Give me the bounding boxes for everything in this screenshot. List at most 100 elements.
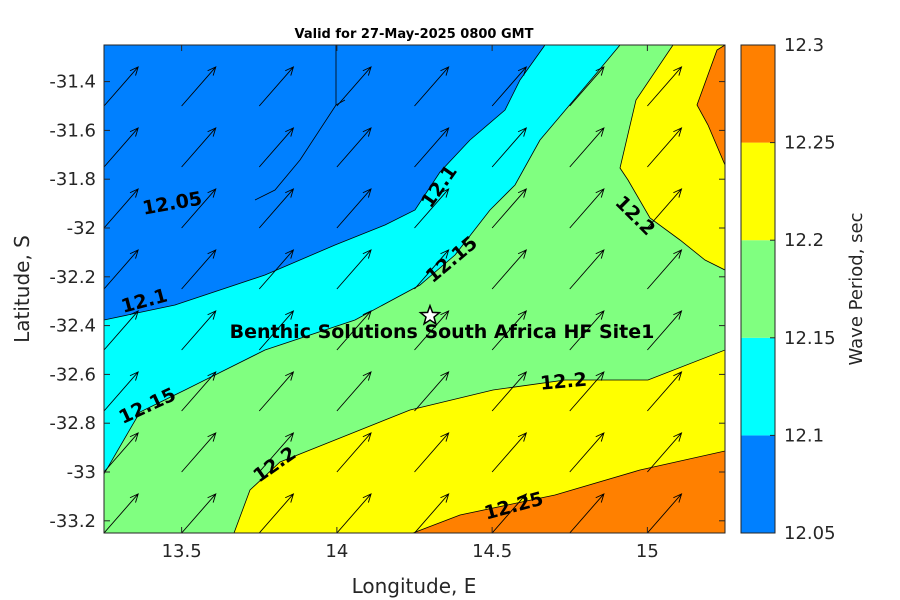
wave-vector-arrow [104, 249, 139, 290]
colorbar-segment [741, 337, 775, 436]
wave-vector-arrow [647, 188, 683, 229]
wave-vector-arrow [258, 432, 295, 473]
wave-vector-arrow [569, 249, 605, 290]
wave-vector-arrow [104, 310, 139, 351]
wave-vector-arrow [414, 310, 450, 351]
wave-vector-arrow [104, 66, 139, 107]
wave-vector-arrow [181, 493, 217, 533]
wave-direction-vectors [104, 66, 683, 533]
wave-vector-arrow [258, 127, 295, 168]
plot-frame [103, 44, 726, 534]
colorbar-tick-label: 12.3 [784, 35, 824, 56]
y-axis-label: Latitude, S [10, 235, 34, 343]
wave-vector-arrow [491, 127, 528, 168]
y-tick-label: -33.2 [49, 511, 96, 532]
chart-title: Valid for 27-May-2025 0800 GMT [295, 27, 534, 42]
wave-vector-arrow [491, 188, 528, 229]
wave-vector-arrow [181, 249, 217, 290]
colorbar-tick-label: 12.15 [784, 328, 836, 349]
plot-area [104, 45, 725, 533]
site-label: Benthic Solutions South Africa HF Site1 [230, 321, 655, 343]
y-axis-ticks: -31.4 -31.6 -31.8 -32 -32.2 -32.4 -32.6 -32.8 -3… [49, 72, 725, 532]
colorbar-tick-label: 12.25 [784, 133, 836, 154]
x-axis-ticks: 13.5 14 14.5 15 [162, 45, 659, 562]
wave-vector-arrow [647, 493, 683, 533]
site-marker: Benthic Solutions South Africa HF Site1 [230, 303, 655, 343]
wave-vector-arrow [491, 249, 528, 290]
wave-vector-arrow [647, 249, 683, 290]
wave-vector-arrow [336, 66, 372, 107]
colorbar-tick-label: 12.2 [784, 230, 824, 251]
contour-band-12.25-12.3-south [412, 450, 725, 533]
wave-vector-arrow [647, 310, 683, 351]
x-tick-label: 14 [325, 541, 348, 562]
wave-vector-arrow [336, 310, 372, 351]
wave-vector-arrow [104, 127, 139, 168]
wave-vector-arrow [258, 249, 295, 290]
colorbar-segment [741, 45, 775, 143]
wave-vector-arrow [336, 371, 372, 412]
wave-vector-arrow [336, 493, 372, 533]
wave-vector-arrow [569, 493, 605, 533]
wave-vector-arrow [336, 432, 372, 473]
x-axis-label: Longitude, E [352, 574, 477, 598]
colorbar-segment [741, 240, 775, 338]
wave-vector-arrow [414, 188, 450, 229]
wave-vector-arrow [414, 432, 450, 473]
wave-vector-arrow [569, 371, 605, 412]
contour-band-12.25-12.3-northeast [696, 45, 725, 166]
wave-vector-arrow [258, 493, 295, 533]
wave-vector-arrow [569, 188, 605, 229]
y-tick-label: -31.4 [49, 72, 96, 93]
colorbar-segment [741, 435, 775, 533]
x-tick-label: 14.5 [472, 541, 512, 562]
wave-vector-arrow [569, 310, 605, 351]
y-tick-label: -33 [67, 462, 96, 483]
wave-vector-arrow [336, 249, 372, 290]
x-tick-label: 15 [636, 541, 659, 562]
wave-vector-arrow [647, 432, 683, 473]
wave-vector-arrow [181, 66, 217, 107]
wave-vector-arrow [414, 493, 450, 533]
y-tick-label: -31.8 [49, 169, 96, 190]
colorbar-label: Wave Period, sec [846, 212, 867, 365]
wave-vector-arrow [258, 371, 295, 412]
wave-vector-arrow [569, 127, 605, 168]
y-tick-label: -32.6 [49, 364, 96, 385]
colorbar-segment [741, 142, 775, 241]
colorbar: 12.05 12.1 12.15 12.2 12.25 12.3 [740, 35, 836, 544]
wave-vector-arrow [181, 432, 217, 473]
wave-vector-arrow [647, 371, 683, 412]
x-tick-label: 13.5 [162, 541, 202, 562]
wave-vector-arrow [104, 493, 139, 533]
wave-vector-arrow [414, 371, 450, 412]
wave-vector-arrow [104, 188, 139, 229]
wave-vector-arrow [258, 66, 295, 107]
wave-vector-arrow [336, 188, 372, 229]
wave-vector-arrow [104, 432, 139, 473]
wave-vector-arrow [181, 127, 217, 168]
y-tick-label: -31.6 [49, 120, 96, 141]
wave-vector-arrow [258, 188, 295, 229]
wave-vector-arrow [569, 66, 605, 107]
y-tick-label: -32.4 [49, 316, 96, 337]
wave-vector-arrow [491, 432, 528, 473]
wave-vector-arrow [569, 432, 605, 473]
wave-vector-arrow [491, 66, 528, 107]
wave-vector-arrow [181, 371, 217, 412]
contour-label: 12.2 [539, 369, 588, 395]
wave-vector-arrow [258, 310, 295, 351]
wave-vector-arrow [647, 66, 683, 107]
colorbar-tick-label: 12.1 [784, 425, 824, 446]
y-tick-label: -32 [67, 218, 96, 239]
site-star-icon [418, 303, 442, 326]
wave-vector-arrow [104, 371, 139, 412]
y-tick-label: -32.8 [49, 413, 96, 434]
wave-vector-arrow [491, 310, 528, 351]
colorbar-frame [740, 44, 776, 534]
y-tick-label: -32.2 [49, 267, 96, 288]
wave-vector-arrow [491, 371, 528, 412]
wave-vector-arrow [336, 127, 372, 168]
wave-vector-arrow [414, 66, 450, 107]
